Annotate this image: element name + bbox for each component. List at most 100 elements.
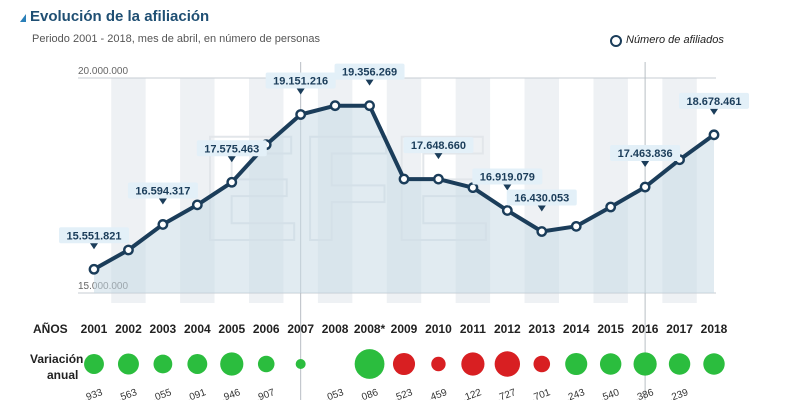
data-label-pointer — [227, 156, 236, 163]
x-tick-label: 2015 — [597, 322, 624, 336]
x-tick-label: 2002 — [115, 322, 142, 336]
variation-bubble — [187, 354, 208, 374]
x-tick-label: 2016 — [632, 322, 659, 336]
data-labels: 15.551.821 16.594.317 17.575.463 19.151.216… — [59, 63, 749, 250]
data-label: 16.594.317 — [135, 185, 190, 197]
data-label-pointer — [641, 161, 650, 168]
data-point — [536, 226, 548, 237]
data-label-pointer — [434, 153, 443, 160]
y-tick-label: 20.000.000 — [78, 66, 128, 77]
data-label-pointer — [158, 198, 167, 205]
data-label-box — [127, 182, 198, 199]
data-point — [605, 201, 617, 213]
data-label-box — [403, 137, 474, 154]
variation-title-line1: Variación — [30, 352, 83, 366]
variation-label: .053 — [323, 387, 345, 400]
variation-label: .091 — [185, 387, 207, 400]
data-label: 16.430.053 — [514, 193, 569, 205]
variation-label: .540 — [599, 387, 621, 400]
variation-bubble — [84, 354, 104, 374]
variation-bubble — [354, 349, 385, 379]
data-point — [295, 109, 307, 120]
x-tick-label: 2008 — [322, 322, 349, 336]
variation-bubble — [431, 356, 446, 372]
variation-bubble — [599, 353, 622, 375]
data-label: 19.151.216 — [273, 75, 328, 87]
variation-label: .946 — [220, 387, 242, 400]
variation-bubble — [565, 352, 588, 376]
variation-bubbles — [84, 349, 725, 379]
data-label-pointer — [365, 79, 374, 86]
variation-bubble — [220, 352, 244, 376]
data-label: 17.575.463 — [204, 143, 259, 155]
variation-label: .239 — [668, 387, 690, 400]
data-label-box — [472, 168, 543, 185]
variation-bubble — [461, 352, 485, 376]
data-label: 19.356.269 — [342, 67, 397, 79]
variation-label: .907 — [254, 387, 276, 400]
x-tick-label: 2017 — [666, 322, 693, 336]
legend-marker-icon — [610, 35, 622, 47]
variation-label: .086 — [358, 387, 380, 400]
x-tick-label: 2008* — [354, 322, 386, 336]
variation-bubble — [117, 353, 139, 375]
variation-label: .122 — [461, 387, 483, 400]
x-tick-label: 2013 — [528, 322, 555, 336]
x-tick-label: 2003 — [150, 322, 177, 336]
data-point — [226, 176, 238, 188]
variation-bubble — [533, 355, 551, 373]
variation-bubble — [295, 359, 306, 369]
x-axis-labels: 2001 2002 2003 2004 2005 2006 2007 2008 2008* 200… — [81, 322, 728, 336]
x-axis-title: AÑOS — [33, 321, 68, 336]
data-label-box — [506, 189, 577, 206]
data-label-pointer — [296, 88, 305, 95]
variation-label: .933 — [82, 387, 104, 400]
variation-label: .523 — [392, 387, 414, 400]
data-label-pointer — [503, 184, 512, 191]
x-tick-label: 2007 — [287, 322, 314, 336]
data-label-box — [59, 227, 129, 244]
variation-label: .243 — [564, 387, 586, 400]
series-area — [94, 105, 714, 293]
data-point — [88, 263, 100, 275]
variation-bubble — [257, 355, 275, 373]
variation-labels: .933 .563 .055 .091 .946 .907 .053 .086 .523 .459… — [82, 387, 690, 400]
x-tick-label: 2011 — [460, 322, 486, 336]
data-label-box — [610, 145, 681, 162]
data-label-pointer — [90, 243, 98, 250]
data-label-pointer — [537, 205, 546, 212]
data-label-box — [679, 92, 749, 109]
variation-bubble — [633, 352, 657, 376]
data-label-box — [196, 140, 267, 157]
variation-label: .386 — [633, 387, 655, 400]
variation-label: .055 — [151, 387, 173, 400]
variation-bubble — [392, 352, 416, 376]
data-point — [570, 220, 582, 232]
x-tick-label: 2009 — [391, 322, 418, 336]
variation-bubble — [494, 351, 521, 377]
data-label-box — [334, 63, 405, 80]
x-tick-label: 2001 — [81, 322, 108, 336]
variation-label: .563 — [117, 387, 139, 400]
data-point — [501, 205, 513, 216]
legend-label: Número de afiliados — [626, 34, 724, 46]
x-tick-label: 2018 — [701, 322, 728, 336]
variation-bubble — [153, 354, 173, 374]
x-tick-label: 2005 — [218, 322, 245, 336]
variation-label: .727 — [495, 387, 517, 400]
x-tick-label: 2012 — [494, 322, 521, 336]
data-label-pointer — [710, 108, 718, 115]
chart-title: Evolución de la afiliación — [30, 8, 210, 25]
data-label: 15.551.821 — [66, 230, 121, 242]
data-point — [191, 199, 203, 211]
data-point — [708, 129, 720, 141]
data-point — [157, 219, 169, 230]
variation-title-line2: anual — [47, 368, 78, 382]
data-point — [329, 100, 341, 112]
data-label: 17.648.660 — [411, 140, 466, 152]
variation-label: .701 — [530, 387, 552, 400]
data-point — [467, 182, 479, 194]
data-point — [433, 173, 444, 185]
data-label: 17.463.836 — [618, 148, 673, 160]
